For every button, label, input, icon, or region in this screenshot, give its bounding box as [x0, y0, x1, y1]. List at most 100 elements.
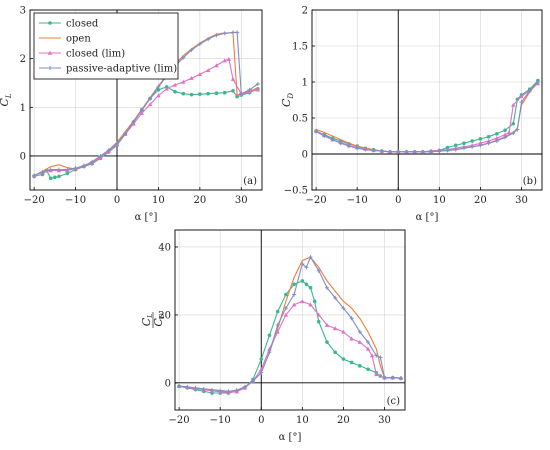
panel-1-y-label-text: CD [280, 93, 295, 107]
panel-2-series-3-point-2 [193, 385, 198, 390]
panel-0-series-2-point-25 [230, 76, 236, 81]
panel-1-plot-frame [311, 9, 543, 191]
panel-1-series-3-point-15 [437, 149, 442, 154]
panel-1-series-3-point-14 [429, 149, 434, 154]
panel-1-series-3-point-23 [503, 135, 508, 140]
panel-0-series-3-point-25 [235, 30, 240, 35]
panel-0-series-2-point-13 [139, 110, 145, 115]
panel-2-series-3-point-27 [382, 375, 387, 380]
panel-0-series-3-point-5 [73, 166, 78, 171]
panel-2-x-tick-label-3: 10 [296, 415, 309, 426]
panel-1-y-tick-label-4: 1.5 [292, 42, 308, 53]
panel-2-series-0-point-23 [349, 360, 354, 365]
panel-1-series-0-point-21 [486, 134, 491, 139]
panel-2-series-3-point-10 [259, 370, 264, 375]
panel-0-series-0-point-23 [206, 91, 210, 96]
panel-0-series-3-point-24 [231, 30, 235, 35]
panel-1-series-3-point-16 [445, 148, 450, 153]
panel-2-series-2-point-22 [357, 339, 363, 344]
panel-0-series-2-point-14 [147, 102, 153, 107]
panel-0-series-3-point-1 [40, 170, 45, 174]
panel-2-series-3-point-20 [333, 295, 338, 300]
panel-0-x-tick-label-5: 30 [235, 195, 248, 206]
panel-0-y-tick-label-1: 1 [20, 103, 26, 114]
panel-2-series-0-point-20 [325, 340, 329, 344]
panel-1-series-0-point-19 [470, 139, 474, 143]
panel-1-series-3-point-5 [355, 146, 360, 151]
panel-1-series-3-point-2 [330, 137, 335, 142]
panel-2-series-2-point-21 [349, 336, 354, 341]
panel-0-series-3-point-20 [197, 42, 202, 47]
panel-2-y-label-den: CD [152, 313, 166, 326]
panel-2-series-3-point-3 [201, 386, 206, 391]
panel-1-y-tick-label-3: 1 [302, 78, 308, 89]
panel-0-y-label-sub: L [5, 93, 13, 99]
panel-1-series-3-point-8 [379, 149, 384, 154]
panel-2-series-0-point-21 [333, 350, 337, 355]
legend-swatch-marker-0 [48, 21, 52, 25]
panel-1-y-tick-label-0: −0.5 [284, 186, 308, 197]
panel-1-series-line-2 [315, 82, 539, 153]
chart-panel-b: −20 −10 0 10 20 30 −0.5 0 0.5 1 1.5 2 α [°] CD (b) [280, 6, 543, 223]
panel-1-y-tick-label-5: 2 [302, 6, 308, 17]
panel-1-series-3-point-9 [388, 149, 393, 154]
panel-1-series-3-point-17 [453, 147, 458, 152]
panel-0-series-0-point-24 [214, 91, 219, 95]
panel-1-series-2-point-23 [502, 132, 508, 137]
chart-panel-a: −20 −10 0 10 20 30 0 1 2 3 α [°] CL (a) [0, 6, 263, 223]
panel-2-series-2-point-24 [369, 353, 375, 358]
panel-1-y-tick-label-1: 0 [302, 150, 308, 161]
panel-2-series-3-point-26 [378, 355, 383, 360]
panel-2-series-3-point-8 [242, 384, 247, 389]
panel-0-series-0-point-21 [189, 92, 194, 97]
panel-0-series-0-point-6 [65, 171, 70, 176]
panel-1-series-3-point-10 [396, 149, 401, 154]
panel-0-series-0-point-3 [48, 176, 53, 181]
panel-1-series-0-point-22 [495, 132, 499, 136]
legend-entry-0: closed [66, 19, 99, 30]
panel-2-series-2-point-12 [275, 329, 280, 334]
panel-1-series-3-point-1 [322, 134, 327, 138]
panel-1-series-2-point-25 [511, 102, 516, 107]
panel-0-x-tick-label-1: −10 [65, 195, 86, 206]
panel-2-series-3-point-15 [300, 261, 305, 266]
legend: closed open closed (lim) passive-adaptive (… [33, 12, 179, 80]
panel-0-series-0-point-25 [222, 90, 227, 95]
panel-1-series-2-point-21 [486, 138, 491, 143]
panel-2-tag: (c) [387, 396, 401, 407]
panel-2-series-0-point-18 [312, 299, 317, 304]
panel-2-series-0-point-19 [316, 319, 321, 324]
panel-2-series-3-point-25 [374, 353, 379, 358]
panel-2-series-3-point-19 [324, 285, 329, 290]
panel-1-series-2-point-24 [506, 130, 512, 135]
panel-0-series-2-point-21 [205, 68, 211, 73]
panel-1-series-0-point-23 [503, 128, 507, 133]
panel-0-series-3-point-11 [123, 131, 128, 136]
panel-1-series-3-point-20 [478, 143, 483, 148]
panel-1-x-tick-label-4: 20 [474, 195, 487, 206]
panel-1-series-line-1 [315, 81, 539, 153]
panel-2-y-tick-label-1: 20 [158, 310, 171, 321]
panel-1-series-2-point-26 [519, 94, 524, 99]
panel-0-series-3-point-23 [222, 31, 227, 36]
panel-0-x-tick-label-3: 10 [152, 195, 165, 206]
panel-2-series-3-point-1 [185, 384, 190, 389]
panel-1-series-3-point-22 [494, 139, 499, 144]
panel-1-y-label-sub: D [287, 93, 295, 100]
panel-0-series-2-point-18 [181, 79, 186, 84]
panel-0-plot-frame [29, 9, 263, 191]
panel-2-series-2-point-13 [283, 312, 289, 317]
panel-2-series-2-point-18 [324, 322, 330, 327]
panel-0-series-3-point-3 [57, 167, 61, 172]
panel-0-y-tick-label-0: 0 [20, 151, 26, 162]
panel-2-series-3-point-24 [366, 340, 371, 345]
panel-1-x-tick-label-3: 10 [433, 195, 446, 206]
panel-0-series-2-point-20 [197, 72, 203, 76]
panel-2-series-2-point-16 [308, 302, 313, 307]
panel-0-tag: (a) [243, 176, 257, 187]
panel-2-x-tick-label-4: 20 [337, 415, 350, 426]
panel-0-series-3-point-18 [181, 55, 186, 60]
panel-1-series-3-point-27 [527, 88, 532, 93]
panel-0-series-3-point-2 [48, 167, 53, 172]
panel-1-series-3-point-13 [420, 149, 425, 154]
